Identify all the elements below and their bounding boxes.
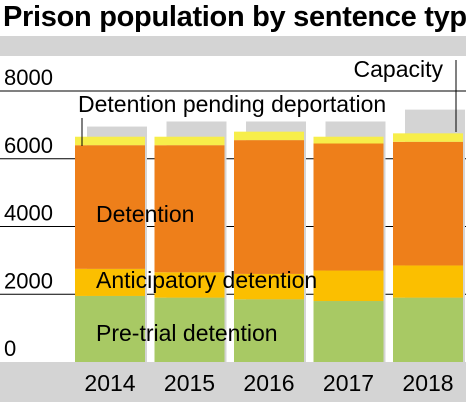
bars [0,109,466,402]
bar-segment-anticipatory [234,273,304,300]
bar-segment-deportation [393,133,463,142]
y-tick-label: 2000 [4,268,53,293]
series-label-anticipatory: Anticipatory detention [96,267,317,293]
y-axis-labels: 0 2000 4000 6000 8000 [4,65,53,361]
title-band [0,36,466,56]
bar-segment-deportation [154,136,225,146]
series-label-deportation: Detention pending deportation [78,91,386,117]
series-label-pretrial: Pre-trial detention [96,320,278,346]
x-tick-label: 2018 [402,370,453,396]
capacity-label: Capacity [354,56,444,82]
bar-segment-pretrial [154,297,225,362]
bar-segment-pretrial [393,297,463,362]
y-tick-label: 8000 [4,65,53,90]
bar-segment-deportation [75,136,145,146]
x-axis-band [0,362,466,402]
x-tick-label: 2015 [164,370,215,396]
bar-segment-deportation [234,131,304,141]
y-tick-label: 0 [4,336,16,361]
bar-segment-anticipatory [75,268,145,296]
x-tick-label: 2016 [243,370,294,396]
y-tick-label: 4000 [4,201,53,226]
bar-segment-detention [75,145,145,269]
bar-segment-deportation [313,136,384,144]
bar-segment-anticipatory [154,272,225,298]
bar-segment-detention [313,143,384,271]
chart-title: Prison population by sentence type [3,1,466,33]
bar-segment-pretrial [234,299,304,362]
x-axis-labels: 2014 2015 2016 2017 2018 [84,370,453,396]
x-tick-label: 2017 [323,370,374,396]
bar-segment-pretrial [313,301,384,362]
bar-segment-anticipatory [393,265,463,298]
bar-segment-pretrial [75,295,145,362]
y-tick-label: 6000 [4,133,53,158]
bar-segment-detention [393,141,463,266]
bar-segment-detention [234,140,304,274]
series-labels: Pre-trial detention Anticipatory detentio… [78,56,457,346]
bar-segment-detention [154,145,225,273]
series-label-detention: Detention [96,201,194,227]
bar-segment-anticipatory [313,270,384,302]
x-tick-label: 2014 [84,370,135,396]
